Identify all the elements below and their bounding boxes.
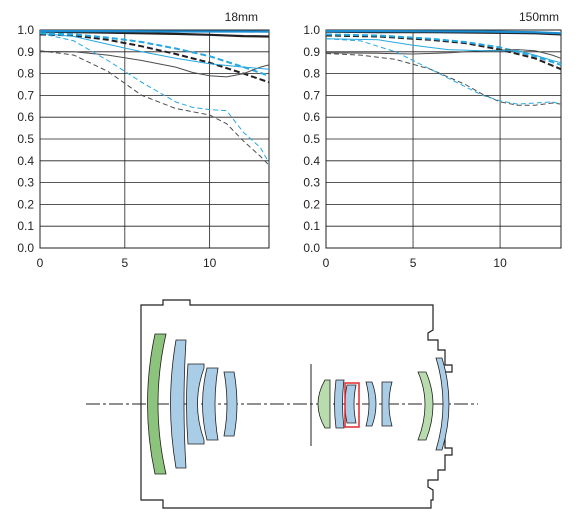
middle-lens-element-4 xyxy=(381,381,393,427)
front-lens-element-4 xyxy=(202,367,219,441)
series-line-6 xyxy=(39,32,270,70)
x-tick-label: 10 xyxy=(493,256,507,270)
x-tick-label: 10 xyxy=(203,256,217,270)
x-tick-label: 0 xyxy=(323,256,330,270)
y-tick-label: 0.6 xyxy=(303,110,320,124)
y-tick-label: 0.1 xyxy=(17,219,34,233)
y-tick-label: 0.9 xyxy=(303,45,320,59)
x-tick-labels: 0 5 10 xyxy=(323,256,507,270)
x-tick-label: 5 xyxy=(410,256,417,270)
front-lens-element-5 xyxy=(223,371,238,437)
rear-lens-element-green xyxy=(417,371,434,441)
y-tick-label: 0.4 xyxy=(303,154,320,168)
series-line-4 xyxy=(39,32,270,77)
y-tick-label: 1.0 xyxy=(17,23,34,37)
middle-lens-element-green xyxy=(317,379,331,429)
x-tick-labels: 0 5 10 xyxy=(37,256,217,270)
y-tick-labels: 0.0 0.1 0.2 0.3 0.4 0.5 0.6 0.7 0.8 0.9 1.0 xyxy=(17,23,34,255)
y-tick-label: 0.4 xyxy=(17,154,34,168)
series-line-3 xyxy=(325,34,562,71)
y-tick-labels: 0.0 0.1 0.2 0.3 0.4 0.5 0.6 0.7 0.8 0.9 1.0 xyxy=(303,23,320,255)
x-tick-label: 0 xyxy=(37,256,44,270)
chart-title: 150mm xyxy=(519,10,559,24)
chart-title: 18mm xyxy=(225,10,258,24)
series-group xyxy=(325,30,562,106)
series-group xyxy=(39,30,270,166)
y-tick-label: 0.5 xyxy=(17,132,34,146)
y-tick-label: 1.0 xyxy=(303,23,320,37)
y-tick-label: 0.0 xyxy=(17,241,34,255)
series-line-4 xyxy=(325,33,562,66)
y-tick-label: 0.9 xyxy=(17,45,34,59)
y-tick-label: 0.7 xyxy=(17,88,34,102)
mtf-chart-18mm: 0.0 0.1 0.2 0.3 0.4 0.5 0.6 0.7 0.8 0.9 1.0 0 5 10 1… xyxy=(17,10,270,270)
y-tick-label: 0.3 xyxy=(17,176,34,190)
y-tick-label: 0.2 xyxy=(303,197,320,211)
series-line-8 xyxy=(325,38,562,105)
front-lens-element-3 xyxy=(186,363,205,445)
y-tick-label: 0.0 xyxy=(303,241,320,255)
y-tick-label: 0.8 xyxy=(303,67,320,81)
series-line-2 xyxy=(326,30,562,35)
series-line-1 xyxy=(39,30,270,38)
grid xyxy=(326,30,561,248)
x-tick-label: 5 xyxy=(121,256,128,270)
series-line-8 xyxy=(39,32,270,164)
lens-barrel-outline xyxy=(140,299,453,509)
front-lens-element-2 xyxy=(170,339,187,469)
middle-lens-element-2 xyxy=(344,384,357,424)
y-tick-label: 0.1 xyxy=(303,219,320,233)
y-tick-label: 0.6 xyxy=(17,110,34,124)
lens-construction-diagram xyxy=(86,299,478,509)
series-line-6 xyxy=(325,38,562,64)
middle-lens-element-3 xyxy=(365,381,377,427)
aspheric-element-highlight xyxy=(344,382,360,428)
y-tick-label: 0.5 xyxy=(303,132,320,146)
y-tick-label: 0.8 xyxy=(17,67,34,81)
y-tick-label: 0.3 xyxy=(303,176,320,190)
series-line-2 xyxy=(40,30,270,33)
series-line-7 xyxy=(325,53,562,106)
rear-lens-element-blue xyxy=(435,357,450,451)
middle-lens-element-1 xyxy=(334,379,345,429)
mtf-chart-150mm: 0.0 0.1 0.2 0.3 0.4 0.5 0.6 0.7 0.8 0.9 1.0 0 5 10 1… xyxy=(303,10,562,270)
y-tick-label: 0.2 xyxy=(17,197,34,211)
y-tick-label: 0.7 xyxy=(303,88,320,102)
front-lens-element-green xyxy=(147,333,167,475)
series-line-3 xyxy=(39,33,270,84)
